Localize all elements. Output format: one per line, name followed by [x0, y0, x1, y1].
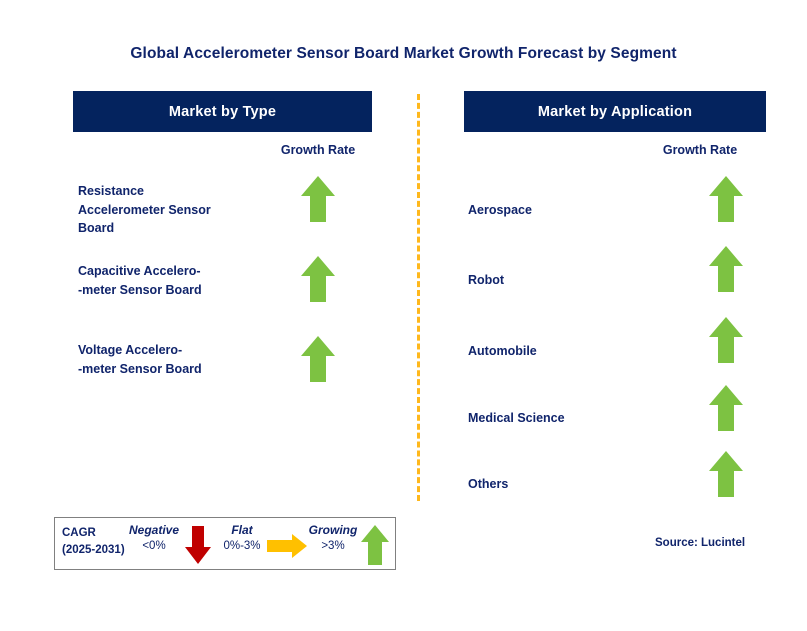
page-title: Global Accelerometer Sensor Board Market…	[130, 45, 677, 62]
arrow-up-head	[301, 336, 335, 356]
application-row-label-4: Others	[468, 477, 509, 491]
arrow-up-head	[709, 246, 743, 266]
type-row-label-2-text: Voltage Accelero- -meter Sensor Board	[78, 343, 202, 376]
growth-rate-caption-right: Growth Rate	[662, 143, 738, 157]
arrow-up-stem	[718, 336, 734, 363]
growth-rate-caption-left: Growth Rate	[280, 143, 356, 157]
source-label: Source: Lucintel	[655, 537, 746, 549]
panel-divider	[417, 94, 420, 501]
arrow-up-stem	[718, 470, 734, 497]
legend-item-growing: Growing >3%	[300, 522, 366, 554]
arrow-up-head	[709, 451, 743, 471]
arrow-up-icon	[301, 256, 335, 302]
legend-cagr-block: CAGR (2025-2031)	[62, 525, 125, 559]
arrow-down-stem	[192, 526, 204, 548]
legend-item-flat-range: 0%-3%	[223, 540, 261, 552]
type-row-label-0-text: Resistance Accelerometer Sensor Board	[78, 184, 211, 235]
arrow-up-icon	[709, 385, 743, 431]
legend-item-growing-range: >3%	[321, 540, 345, 552]
legend-growing-icon-wrap	[361, 525, 389, 565]
type-row-label-0: Resistance Accelerometer Sensor Board	[78, 182, 253, 238]
application-row-label-0: Aerospace	[468, 203, 532, 217]
application-row-label-3: Medical Science	[468, 411, 565, 425]
arrow-up-icon	[709, 451, 743, 497]
arrow-up-icon	[361, 525, 389, 565]
arrow-up-stem	[718, 404, 734, 431]
legend-cagr-period: (2025-2031)	[62, 544, 125, 556]
arrow-up-head	[709, 176, 743, 196]
arrow-right-icon	[267, 534, 307, 558]
arrow-up-stem	[310, 275, 326, 302]
arrow-up-stem	[368, 541, 382, 565]
arrow-up-icon	[301, 336, 335, 382]
arrow-up-head	[361, 525, 389, 542]
arrow-up-icon	[301, 176, 335, 222]
legend-flat-icon-wrap	[267, 534, 307, 558]
arrow-up-icon	[709, 317, 743, 363]
legend-item-growing-name: Growing	[308, 523, 358, 537]
legend-item-negative: Negative <0%	[123, 522, 185, 554]
market-by-application-header-label: Market by Application	[537, 103, 693, 120]
arrow-right-stem	[267, 540, 294, 552]
arrow-right-head	[292, 534, 307, 558]
arrow-down-icon	[185, 526, 211, 564]
type-row-label-1: Capacitive Accelero- -meter Sensor Board	[78, 262, 263, 299]
arrow-up-head	[301, 256, 335, 276]
type-row-label-1-text: Capacitive Accelero- -meter Sensor Board	[78, 264, 202, 297]
arrow-up-stem	[718, 195, 734, 222]
legend-item-negative-name: Negative	[128, 523, 180, 537]
arrow-up-icon	[709, 176, 743, 222]
application-row-label-1: Robot	[468, 273, 505, 287]
arrow-up-head	[709, 385, 743, 405]
arrow-down-head	[185, 547, 211, 564]
market-by-type-header-label: Market by Type	[168, 103, 277, 120]
market-by-application-header: Market by Application	[464, 91, 766, 132]
legend-item-flat-name: Flat	[231, 523, 253, 537]
arrow-up-stem	[310, 355, 326, 382]
arrow-up-head	[301, 176, 335, 196]
arrow-up-icon	[709, 246, 743, 292]
legend-negative-icon-wrap	[185, 526, 211, 564]
application-row-label-2: Automobile	[468, 344, 537, 358]
legend-item-negative-range: <0%	[142, 540, 166, 552]
market-by-type-header: Market by Type	[73, 91, 372, 132]
type-row-label-2: Voltage Accelero- -meter Sensor Board	[78, 341, 263, 378]
arrow-up-head	[709, 317, 743, 337]
legend-item-flat: Flat 0%-3%	[213, 522, 271, 554]
arrow-up-stem	[310, 195, 326, 222]
arrow-up-stem	[718, 265, 734, 292]
cagr-legend: CAGR (2025-2031) Negative <0% Flat 0%-3%	[54, 517, 396, 570]
legend-cagr-label: CAGR	[62, 527, 96, 539]
